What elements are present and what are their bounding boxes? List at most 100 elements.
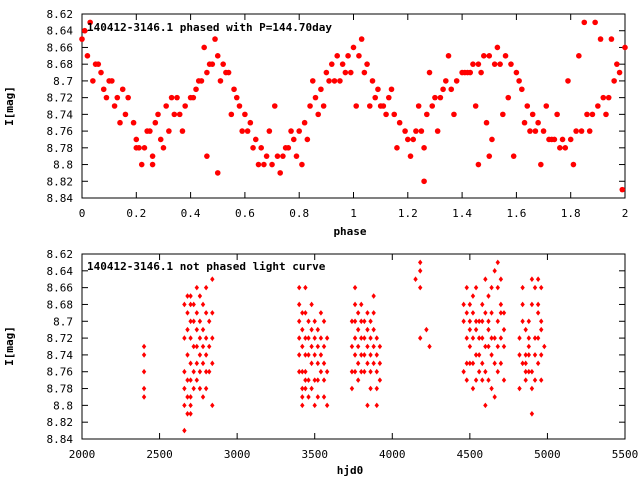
data-point: [197, 293, 203, 299]
data-point: [532, 377, 538, 383]
data-point: [480, 335, 485, 341]
data-point: [520, 360, 525, 367]
data-point: [592, 19, 598, 26]
data-point: [418, 259, 423, 266]
data-point: [157, 136, 164, 143]
y-tick-label: 8.78: [47, 142, 74, 155]
data-point: [188, 394, 193, 400]
x-tick-label: 5500: [612, 448, 639, 461]
data-point: [315, 377, 321, 383]
data-point: [464, 310, 469, 316]
data-point: [356, 53, 362, 59]
data-point: [133, 145, 140, 151]
data-point: [210, 335, 215, 341]
data-point: [495, 343, 500, 350]
data-point: [415, 103, 422, 109]
data-point: [111, 103, 118, 109]
data-point: [532, 284, 538, 291]
data-point: [494, 44, 501, 51]
phased-light-curve-panel: 8.62 8.64 8.66 8.68 8.7 8.72 8.74 8.76 8.78 8.8 8.…: [3, 8, 628, 238]
data-point: [185, 352, 190, 358]
data-point: [141, 352, 147, 358]
data-point: [349, 318, 355, 325]
data-point: [489, 352, 494, 358]
data-point: [312, 402, 317, 409]
data-point: [461, 318, 466, 325]
data-point: [236, 103, 243, 109]
data-point: [470, 310, 476, 316]
y-tick-label: 8.66: [47, 282, 74, 295]
data-point: [293, 153, 300, 159]
data-point: [581, 19, 588, 26]
data-point: [508, 61, 514, 67]
data-point: [523, 352, 528, 358]
data-point: [371, 360, 376, 367]
data-point: [371, 293, 376, 299]
data-point: [489, 385, 494, 392]
y-tick-label: 8.76: [47, 366, 74, 379]
data-point: [117, 119, 123, 126]
data-point: [532, 128, 539, 134]
data-point: [498, 360, 504, 367]
data-point: [394, 145, 400, 151]
data-point: [538, 161, 544, 168]
data-point: [300, 368, 305, 375]
y-tick-label: 8.62: [47, 8, 74, 21]
data-point: [98, 69, 104, 76]
data-point: [473, 377, 479, 383]
data-point: [483, 310, 488, 316]
data-point: [432, 94, 438, 101]
data-point: [584, 111, 590, 118]
data-point: [462, 69, 468, 76]
data-point: [470, 61, 476, 67]
data-point: [326, 78, 332, 84]
x-tick-label: 1.6: [506, 207, 526, 220]
data-point: [517, 352, 522, 358]
data-point: [371, 326, 376, 333]
data-point: [614, 61, 620, 67]
data-point: [303, 377, 308, 383]
data-point: [185, 410, 190, 417]
data-point: [182, 335, 187, 341]
data-point: [119, 86, 126, 93]
data-point: [149, 153, 156, 159]
data-point: [347, 69, 354, 76]
data-point: [396, 119, 403, 126]
data-point: [486, 153, 493, 159]
data-point: [359, 318, 364, 325]
data-point: [171, 111, 178, 118]
data-point: [418, 284, 423, 291]
data-point: [368, 352, 373, 358]
data-point: [207, 368, 212, 375]
x-tick-label: 0.8: [289, 207, 309, 220]
data-point: [318, 335, 324, 341]
data-point: [342, 69, 349, 76]
data-point: [476, 318, 482, 325]
data-point: [517, 385, 522, 392]
data-point: [374, 402, 379, 409]
data-point: [200, 301, 206, 308]
y-tick-label: 8.72: [47, 332, 74, 345]
data-point: [352, 284, 358, 291]
data-point: [434, 128, 441, 134]
data-point: [498, 310, 504, 316]
data-point: [352, 352, 358, 358]
data-point: [352, 368, 358, 375]
data-point: [130, 119, 137, 126]
data-point: [616, 69, 623, 76]
data-point: [362, 318, 367, 325]
data-point: [366, 103, 373, 109]
data-point: [516, 78, 522, 84]
data-point: [312, 318, 317, 325]
data-point: [141, 394, 147, 400]
data-point: [290, 136, 297, 143]
data-point: [570, 161, 577, 168]
data-point: [603, 111, 609, 118]
y-tick-label: 8.72: [47, 92, 74, 105]
data-point: [141, 145, 148, 151]
data-point: [526, 343, 532, 350]
data-point: [529, 111, 536, 118]
data-point: [318, 352, 324, 358]
data-point: [377, 377, 383, 383]
unphased-light-curve-panel: 8.62 8.64 8.66 8.68 8.7 8.72 8.74 8.76 8.78 8.8 8.…: [3, 248, 638, 477]
